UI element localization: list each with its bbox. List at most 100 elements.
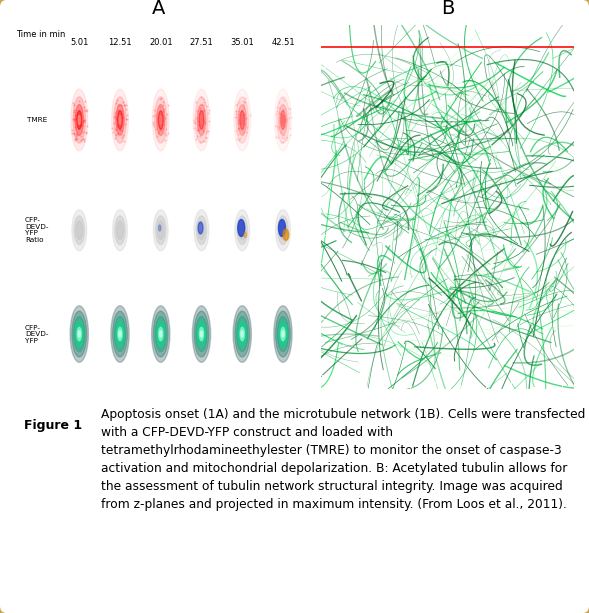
Point bbox=[155, 115, 164, 125]
Point bbox=[193, 125, 203, 135]
Point bbox=[71, 135, 80, 145]
Point bbox=[194, 116, 203, 126]
Point bbox=[240, 120, 249, 129]
Point bbox=[200, 116, 209, 126]
Ellipse shape bbox=[114, 316, 125, 351]
Point bbox=[198, 106, 208, 116]
Point bbox=[76, 135, 85, 145]
Ellipse shape bbox=[283, 229, 289, 240]
Point bbox=[108, 124, 117, 134]
Point bbox=[74, 112, 83, 122]
Ellipse shape bbox=[78, 331, 80, 337]
Point bbox=[276, 108, 286, 118]
Point bbox=[109, 118, 118, 128]
Text: 27.51: 27.51 bbox=[190, 38, 213, 47]
Point bbox=[277, 111, 287, 121]
Point bbox=[67, 129, 77, 139]
Point bbox=[191, 134, 201, 144]
Point bbox=[76, 131, 85, 140]
Ellipse shape bbox=[197, 322, 206, 346]
Ellipse shape bbox=[78, 115, 81, 124]
Point bbox=[234, 129, 243, 139]
Point bbox=[277, 137, 286, 147]
Point bbox=[231, 110, 241, 120]
Point bbox=[69, 129, 78, 139]
Point bbox=[191, 113, 200, 123]
Ellipse shape bbox=[73, 97, 85, 143]
Ellipse shape bbox=[77, 327, 81, 341]
Ellipse shape bbox=[111, 306, 129, 362]
Point bbox=[197, 114, 207, 124]
Point bbox=[274, 97, 283, 107]
Ellipse shape bbox=[280, 221, 286, 240]
Ellipse shape bbox=[157, 221, 164, 240]
Text: 12.51: 12.51 bbox=[108, 38, 132, 47]
Point bbox=[80, 105, 90, 115]
Point bbox=[79, 135, 88, 145]
Point bbox=[232, 134, 241, 143]
Point bbox=[196, 105, 205, 115]
Point bbox=[122, 110, 131, 120]
Point bbox=[200, 105, 209, 115]
Ellipse shape bbox=[282, 115, 284, 124]
Ellipse shape bbox=[158, 225, 161, 231]
Point bbox=[110, 111, 120, 121]
Text: CFP-
DEVD-
YFP
Ratio: CFP- DEVD- YFP Ratio bbox=[25, 218, 48, 243]
Point bbox=[231, 101, 241, 110]
Ellipse shape bbox=[238, 219, 244, 237]
Point bbox=[111, 129, 120, 139]
Ellipse shape bbox=[116, 105, 124, 135]
Point bbox=[81, 128, 91, 138]
Ellipse shape bbox=[155, 216, 166, 245]
Point bbox=[200, 136, 209, 146]
Point bbox=[277, 109, 286, 119]
Point bbox=[201, 134, 210, 143]
Point bbox=[71, 131, 81, 141]
Point bbox=[118, 97, 127, 107]
Point bbox=[160, 113, 170, 123]
Point bbox=[276, 127, 285, 137]
Point bbox=[233, 123, 243, 132]
Point bbox=[190, 123, 199, 133]
Point bbox=[274, 103, 284, 113]
Text: A: A bbox=[153, 0, 166, 18]
Ellipse shape bbox=[114, 97, 126, 143]
Point bbox=[116, 126, 125, 135]
Ellipse shape bbox=[160, 331, 162, 337]
Point bbox=[109, 127, 118, 137]
Point bbox=[236, 113, 246, 123]
Ellipse shape bbox=[74, 316, 85, 351]
Point bbox=[236, 107, 246, 116]
Ellipse shape bbox=[157, 322, 165, 346]
Ellipse shape bbox=[196, 216, 207, 245]
Ellipse shape bbox=[160, 115, 162, 124]
Point bbox=[118, 112, 127, 122]
Point bbox=[153, 116, 163, 126]
Point bbox=[149, 119, 158, 129]
Point bbox=[240, 93, 250, 103]
Point bbox=[112, 122, 121, 132]
Point bbox=[80, 116, 89, 126]
Ellipse shape bbox=[238, 105, 246, 135]
Point bbox=[196, 137, 205, 147]
Point bbox=[281, 116, 290, 126]
Point bbox=[278, 105, 287, 115]
Text: TMRE: TMRE bbox=[27, 117, 47, 123]
Point bbox=[234, 106, 243, 116]
Point bbox=[239, 110, 248, 120]
Ellipse shape bbox=[119, 331, 121, 337]
Point bbox=[119, 136, 128, 146]
Point bbox=[200, 118, 209, 128]
Text: 35.01: 35.01 bbox=[230, 38, 254, 47]
Ellipse shape bbox=[116, 322, 124, 346]
Point bbox=[116, 100, 125, 110]
Point bbox=[120, 120, 130, 129]
Point bbox=[118, 131, 128, 140]
Point bbox=[279, 137, 288, 147]
Point bbox=[121, 100, 131, 110]
Point bbox=[198, 126, 207, 136]
Point bbox=[118, 106, 127, 116]
Point bbox=[155, 94, 165, 104]
Ellipse shape bbox=[111, 89, 128, 151]
Point bbox=[112, 120, 122, 130]
